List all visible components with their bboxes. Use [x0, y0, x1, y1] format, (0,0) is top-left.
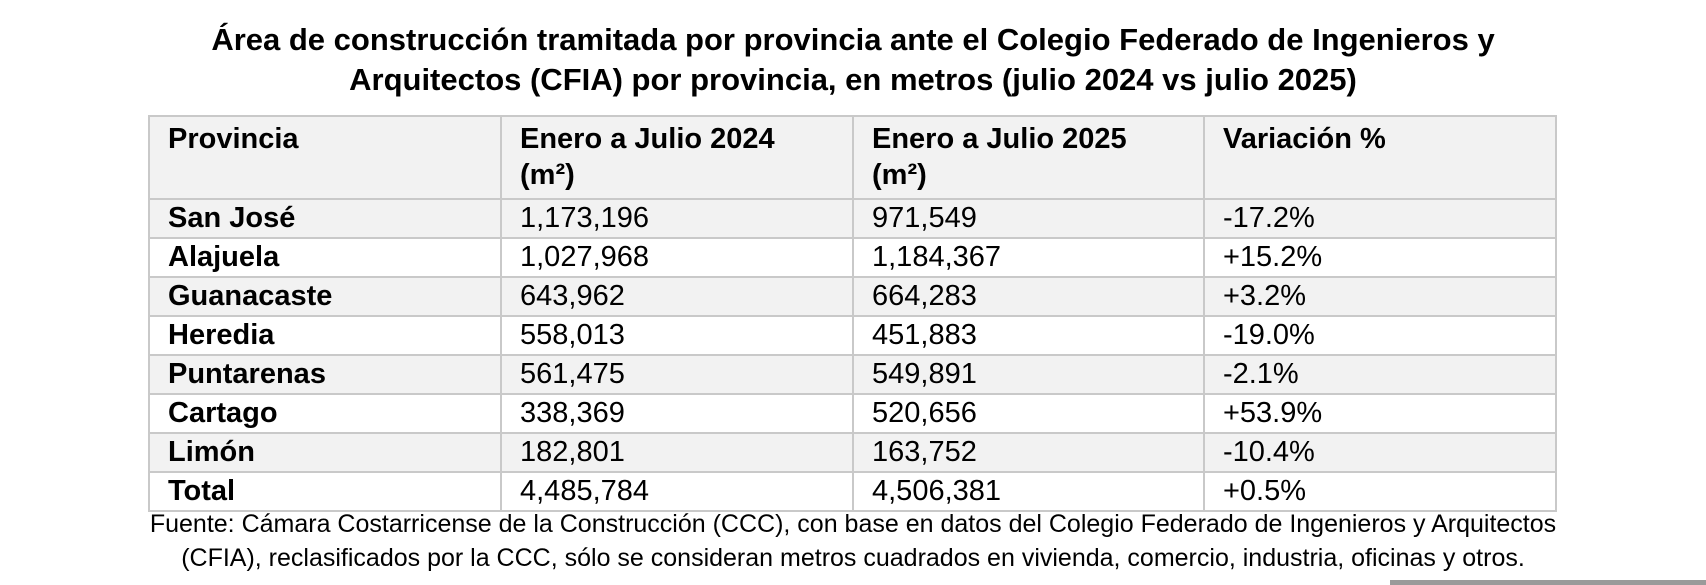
table-row: San José 1,173,196 971,549 -17.2%: [148, 198, 1558, 239]
cell-2025: 4,506,381: [852, 471, 1205, 512]
header-2025-unit: (m²): [872, 159, 927, 191]
cell-2024: 558,013: [500, 315, 854, 356]
cell-provincia: Limón: [148, 432, 502, 473]
cell-2025: 451,883: [852, 315, 1205, 356]
header-variacion-label: Variación %: [1222, 123, 1386, 155]
cell-variacion: -17.2%: [1202, 198, 1558, 239]
cell-2024: 338,369: [500, 393, 854, 434]
cell-2024: 4,485,784: [500, 471, 854, 512]
cell-2024: 182,801: [500, 432, 854, 473]
cell-2024: 561,475: [500, 354, 854, 395]
cell-2025: 664,283: [852, 276, 1205, 317]
cell-2025: 971,549: [852, 198, 1205, 239]
header-variacion: Variación %: [1202, 115, 1558, 200]
cell-variacion: +53.9%: [1202, 393, 1558, 434]
table-row: Guanacaste 643,962 664,283 +3.2%: [148, 276, 1558, 317]
cell-variacion: +15.2%: [1202, 237, 1558, 278]
cell-variacion: +3.2%: [1202, 276, 1558, 317]
cell-2024: 1,027,968: [500, 237, 854, 278]
cell-2025: 520,656: [852, 393, 1205, 434]
cell-variacion: -19.0%: [1202, 315, 1558, 356]
header-provincia-label: Provincia: [168, 123, 299, 155]
source-line-1: Fuente: Cámara Costarricense de la Const…: [149, 510, 1557, 538]
cell-provincia: Puntarenas: [148, 354, 502, 395]
cell-2024: 643,962: [500, 276, 854, 317]
cell-provincia: San José: [148, 198, 502, 239]
cell-variacion: -10.4%: [1202, 432, 1558, 473]
header-2024-label: Enero a Julio 2024: [520, 123, 775, 155]
corner-divider: [1390, 580, 1706, 585]
title-line-1: Área de construcción tramitada por provi…: [211, 22, 1495, 57]
table-row: Limón 182,801 163,752 -10.4%: [148, 432, 1558, 473]
table-row: Alajuela 1,027,968 1,184,367 +15.2%: [148, 237, 1558, 278]
cell-provincia: Guanacaste: [148, 276, 502, 317]
table-header-row: Provincia Enero a Julio 2024 (m²) Enero …: [148, 115, 1558, 200]
header-provincia: Provincia: [148, 115, 502, 200]
cell-2025: 549,891: [852, 354, 1205, 395]
table-row-total: Total 4,485,784 4,506,381 +0.5%: [148, 471, 1558, 512]
title-line-2: Arquitectos (CFIA) por provincia, en met…: [349, 62, 1357, 97]
header-2024: Enero a Julio 2024 (m²): [500, 115, 854, 200]
header-2025-label: Enero a Julio 2025: [872, 123, 1127, 155]
cell-provincia: Cartago: [148, 393, 502, 434]
table-row: Puntarenas 561,475 549,891 -2.1%: [148, 354, 1558, 395]
construction-area-table: Provincia Enero a Julio 2024 (m²) Enero …: [148, 115, 1558, 512]
source-note: Fuente: Cámara Costarricense de la Const…: [0, 507, 1706, 575]
table-row: Heredia 558,013 451,883 -19.0%: [148, 315, 1558, 356]
cell-2024: 1,173,196: [500, 198, 854, 239]
header-2025: Enero a Julio 2025 (m²): [852, 115, 1205, 200]
source-line-2: (CFIA), reclasificados por la CCC, sólo …: [181, 544, 1525, 572]
cell-provincia: Alajuela: [148, 237, 502, 278]
cell-provincia: Heredia: [148, 315, 502, 356]
table-row: Cartago 338,369 520,656 +53.9%: [148, 393, 1558, 434]
header-2024-unit: (m²): [520, 159, 575, 191]
cell-variacion: +0.5%: [1202, 471, 1558, 512]
page-title: Área de construcción tramitada por provi…: [0, 20, 1706, 100]
cell-variacion: -2.1%: [1202, 354, 1558, 395]
cell-provincia: Total: [148, 471, 502, 512]
cell-2025: 1,184,367: [852, 237, 1205, 278]
cell-2025: 163,752: [852, 432, 1205, 473]
